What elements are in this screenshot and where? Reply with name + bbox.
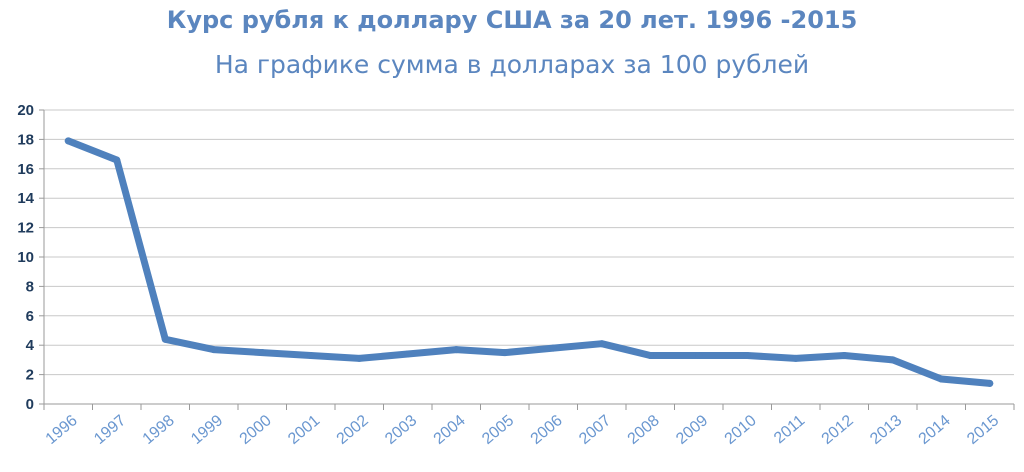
data-point bbox=[452, 346, 460, 354]
axes bbox=[39, 109, 1015, 410]
y-tick-label: 6 bbox=[26, 308, 34, 325]
x-tick-label: 2011 bbox=[771, 412, 808, 447]
y-tick-label: 4 bbox=[26, 337, 35, 354]
x-tick-label: 2000 bbox=[237, 412, 275, 448]
x-tick-label: 2001 bbox=[285, 412, 323, 448]
x-tick-label: 1998 bbox=[140, 412, 178, 448]
data-point bbox=[210, 346, 218, 354]
y-tick-label: 16 bbox=[17, 161, 34, 178]
x-tick-label: 1999 bbox=[188, 412, 226, 448]
data-point bbox=[889, 356, 897, 364]
data-point bbox=[598, 340, 606, 348]
data-point bbox=[501, 349, 509, 357]
x-tick-label: 2003 bbox=[382, 412, 420, 448]
series-layer bbox=[64, 137, 994, 387]
data-point bbox=[840, 351, 848, 359]
x-axis-ticks: 1996 1997 1998 1999 2000 2001 2002 2003 2004 2005… bbox=[43, 412, 1003, 448]
x-tick-label: 2013 bbox=[867, 412, 905, 448]
data-point bbox=[404, 350, 412, 358]
data-point bbox=[549, 344, 557, 352]
x-tick-label: 2012 bbox=[819, 412, 857, 448]
gridlines bbox=[44, 109, 1014, 376]
data-point bbox=[161, 335, 169, 343]
x-tick-label: 2014 bbox=[916, 412, 954, 448]
data-point bbox=[258, 349, 266, 357]
y-tick-label: 18 bbox=[17, 131, 34, 148]
y-tick-label: 10 bbox=[17, 249, 34, 266]
y-tick-label: 2 bbox=[26, 367, 34, 384]
y-tick-label: 0 bbox=[26, 396, 34, 413]
y-tick-label: 12 bbox=[17, 220, 34, 237]
chart-title: Курс рубля к доллару США за 20 лет. 1996… bbox=[166, 6, 858, 34]
x-tick-label: 2010 bbox=[722, 412, 760, 448]
data-point bbox=[792, 354, 800, 362]
x-tick-label: 1996 bbox=[43, 412, 81, 448]
x-tick-label: 2004 bbox=[431, 412, 469, 448]
chart-subtitle: На графике сумма в долларах за 100 рубле… bbox=[214, 50, 810, 79]
x-tick-label: 2008 bbox=[625, 412, 663, 448]
x-tick-label: 2005 bbox=[479, 412, 517, 448]
x-tick-label: 2009 bbox=[673, 412, 711, 448]
x-tick-label: 1997 bbox=[91, 412, 129, 448]
y-tick-label: 20 bbox=[17, 102, 34, 119]
data-point bbox=[743, 351, 751, 359]
x-tick-label: 2006 bbox=[528, 412, 566, 448]
data-point bbox=[64, 137, 72, 145]
y-axis-ticks: 0 2 4 6 8 10 12 14 16 18 20 bbox=[17, 102, 34, 413]
series-line bbox=[64, 137, 994, 387]
x-tick-label: 2015 bbox=[964, 412, 1002, 448]
y-tick-label: 8 bbox=[26, 278, 34, 295]
x-tick-label: 2002 bbox=[334, 412, 372, 448]
data-point bbox=[307, 351, 315, 359]
y-tick-label: 14 bbox=[17, 190, 34, 207]
x-tick-label: 2007 bbox=[576, 412, 614, 448]
data-point bbox=[646, 351, 654, 359]
data-point bbox=[986, 379, 994, 387]
data-point bbox=[113, 156, 121, 164]
data-point bbox=[937, 375, 945, 383]
data-point bbox=[695, 351, 703, 359]
data-point bbox=[355, 354, 363, 362]
